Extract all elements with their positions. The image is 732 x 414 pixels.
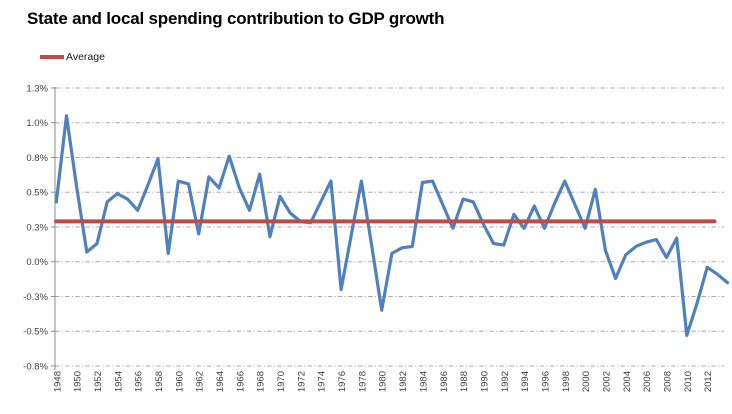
x-tick-label: 1990: [479, 371, 490, 392]
average-line-swatch: [40, 55, 64, 59]
x-axis-labels: 1948 1950 1952 1954 1956 1958 1960 1962 1964 1966…: [52, 371, 714, 392]
legend-label: Average: [66, 51, 105, 63]
y-tick-label: 0.3%: [26, 222, 48, 233]
x-tick-label: 1996: [540, 371, 551, 392]
y-tick-label: 0.8%: [26, 153, 48, 164]
x-tick-label: 1976: [337, 371, 348, 392]
x-tick-label: 1994: [520, 371, 531, 392]
x-tick-label: 2008: [663, 371, 674, 392]
x-tick-label: 1978: [357, 371, 368, 392]
x-tick-label: 1986: [439, 371, 450, 392]
y-axis-labels: 1.3% 1.0% 0.8% 0.5% 0.3% 0.0% -0.3% -0.5% -0.8%: [23, 83, 48, 372]
y-tick-label: 0.5%: [26, 188, 48, 199]
x-tick-label: 1984: [418, 371, 429, 392]
x-tick-label: 1980: [378, 371, 389, 392]
x-tick-label: 2010: [683, 371, 694, 392]
gridlines: [51, 87, 724, 367]
chart-title: State and local spending contribution to…: [27, 9, 445, 28]
x-tick-label: 1968: [256, 371, 267, 392]
y-tick-label: -0.8%: [23, 361, 48, 372]
x-tick-label: 2000: [581, 371, 592, 392]
x-tick-label: 1948: [52, 371, 63, 392]
x-tick-label: 1954: [113, 371, 124, 392]
x-tick-label: 2004: [622, 371, 633, 392]
x-tick-label: 1974: [317, 371, 328, 392]
x-tick-label: 1960: [174, 371, 185, 392]
y-tick-label: 0.0%: [26, 257, 48, 268]
x-tick-label: 1952: [93, 371, 104, 392]
y-tick-label: -0.5%: [23, 327, 48, 338]
series-line: [54, 114, 730, 337]
x-tick-label: 1998: [561, 371, 572, 392]
x-tick-label: 1982: [398, 371, 409, 392]
y-tick-label: 1.0%: [26, 118, 48, 129]
x-tick-label: 1970: [276, 371, 287, 392]
legend: Average: [40, 50, 105, 64]
y-tick-label: -0.3%: [23, 292, 48, 303]
x-tick-label: 2012: [703, 371, 714, 392]
x-tick-label: 2006: [642, 371, 653, 392]
x-tick-label: 1950: [73, 371, 84, 392]
x-tick-label: 1964: [215, 371, 226, 392]
y-tick-label: 1.3%: [26, 83, 48, 94]
x-tick-label: 1966: [235, 371, 246, 392]
x-tick-label: 1992: [500, 371, 511, 392]
x-tick-label: 1956: [134, 371, 145, 392]
x-tick-label: 1988: [459, 371, 470, 392]
x-tick-label: 2002: [601, 371, 612, 392]
x-tick-label: 1972: [296, 371, 307, 392]
x-tick-label: 1958: [154, 371, 165, 392]
x-tick-label: 1962: [195, 371, 206, 392]
